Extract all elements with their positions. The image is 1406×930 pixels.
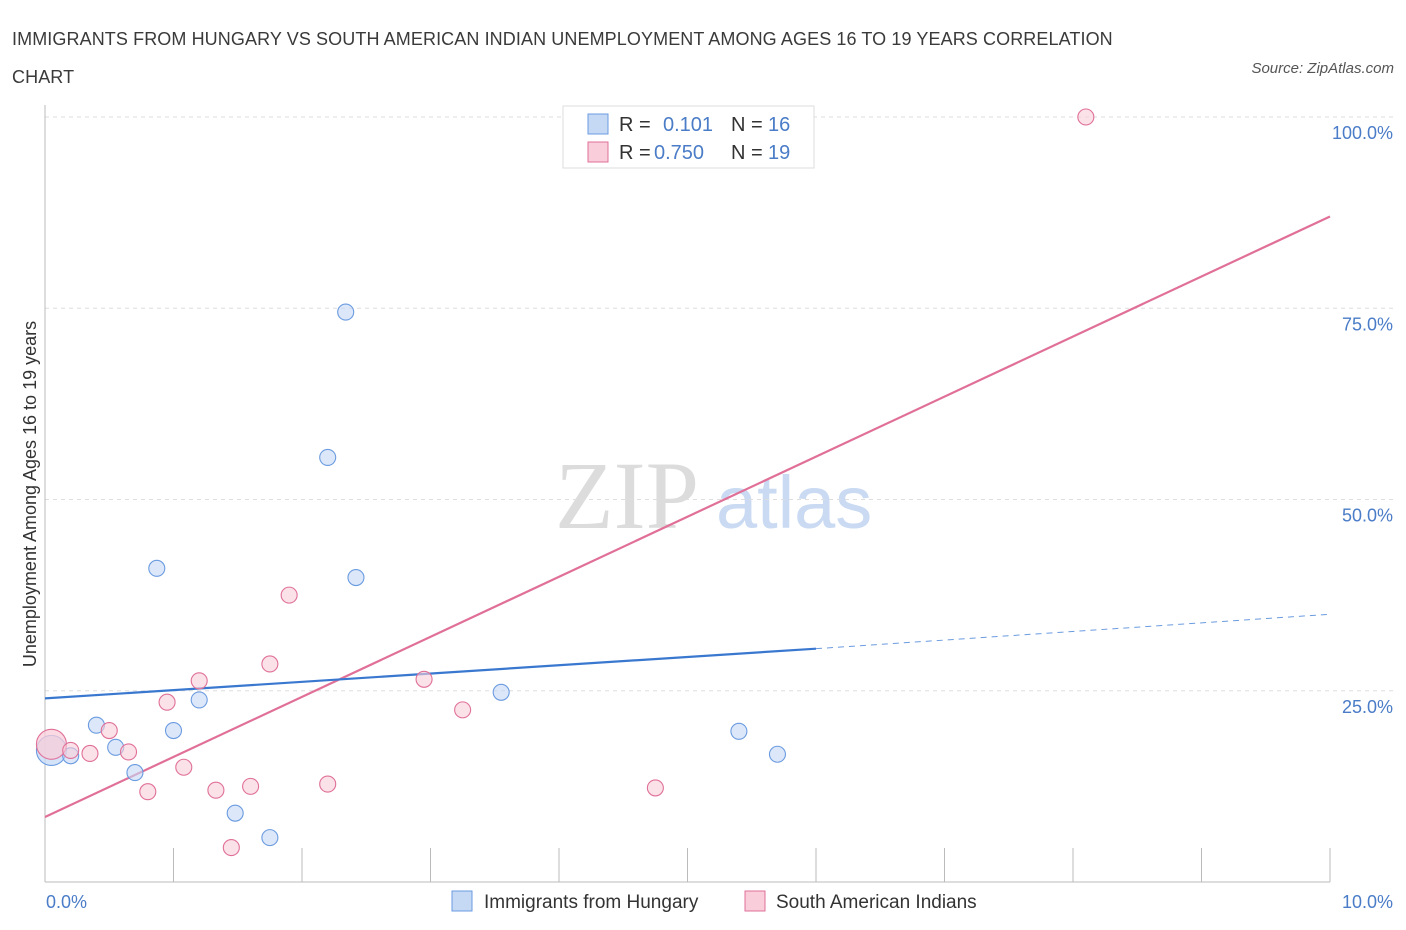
trend-line-sa-indians: [44, 215, 1331, 818]
legend-r-value-2: 0.750: [654, 142, 704, 164]
data-point-sa-indians: [261, 655, 279, 673]
data-point-hungary: [337, 303, 355, 321]
data-point-hungary: [126, 764, 144, 782]
legend-r-label-2: R =: [619, 142, 651, 164]
series-legend-swatch-sa-indians: [744, 890, 766, 912]
data-point-sa-indians: [454, 701, 472, 719]
data-point-hungary: [261, 829, 279, 847]
data-point-sa-indians: [207, 781, 225, 799]
data-point-sa-indians: [222, 839, 240, 857]
x-tick-label-max: 10.0%: [1342, 892, 1393, 912]
trend-lines: [44, 215, 1331, 818]
data-point-sa-indians: [190, 672, 208, 690]
correlation-legend: R = 0.101 N = 16 R = 0.750 N = 19: [562, 105, 815, 169]
series-legend-label-hungary: Immigrants from Hungary: [484, 892, 699, 913]
data-point-sa-indians: [62, 741, 80, 759]
legend-r-value-1: 0.101: [663, 114, 713, 136]
y-tick-label: 50.0%: [1342, 506, 1393, 526]
legend-swatch-sa-indians: [587, 141, 609, 163]
data-point-sa-indians: [175, 758, 193, 776]
data-point-sa-indians: [100, 721, 118, 740]
grid: [45, 116, 1393, 692]
trend-line-hungary: [44, 647, 817, 700]
data-point-hungary: [730, 722, 748, 740]
data-point-hungary: [768, 745, 787, 763]
legend-swatch-hungary: [587, 113, 609, 135]
data-point-sa-indians: [1077, 108, 1095, 126]
data-point-sa-indians: [319, 775, 337, 793]
x-tick-label-min: 0.0%: [46, 892, 87, 912]
data-point-sa-indians: [242, 777, 260, 795]
data-point-sa-indians: [646, 779, 664, 797]
data-point-hungary: [148, 559, 166, 577]
legend-n-value-1: 16: [768, 114, 790, 136]
data-point-sa-indians: [415, 670, 433, 688]
watermark-atlas: atlas: [716, 461, 872, 544]
series-legend-swatch-hungary: [451, 890, 473, 912]
data-point-hungary: [190, 691, 208, 709]
data-point-sa-indians: [35, 728, 67, 760]
watermark-zip: ZIP: [555, 442, 699, 549]
data-point-hungary: [319, 448, 337, 466]
trend-line-hungary-extension: [815, 613, 1331, 650]
y-tick-label: 25.0%: [1342, 697, 1393, 717]
legend-n-value-2: 19: [768, 142, 790, 164]
data-point-hungary: [492, 683, 510, 701]
y-axis-title: Unemployment Among Ages 16 to 19 years: [20, 321, 40, 667]
series-legend: Immigrants from Hungary South American I…: [451, 890, 977, 913]
data-point-hungary: [226, 804, 244, 822]
data-point-sa-indians: [119, 743, 138, 761]
legend-r-label-1: R =: [619, 114, 651, 136]
y-tick-label: 100.0%: [1332, 123, 1393, 143]
data-point-sa-indians: [139, 783, 157, 801]
legend-n-label-2: N =: [731, 142, 763, 164]
data-point-sa-indians: [81, 744, 99, 763]
series-legend-label-sa-indians: South American Indians: [776, 892, 977, 913]
data-point-sa-indians: [158, 693, 176, 711]
legend-n-label-1: N =: [731, 114, 763, 136]
chart-title: IMMIGRANTS FROM HUNGARY VS SOUTH AMERICA…: [12, 29, 1113, 87]
data-point-sa-indians: [280, 586, 298, 604]
y-tick-label: 75.0%: [1342, 314, 1393, 334]
data-point-hungary: [164, 721, 183, 740]
data-point-hungary: [347, 568, 365, 587]
data-points: [35, 108, 1095, 857]
source-label: Source: ZipAtlas.com: [1251, 60, 1394, 77]
